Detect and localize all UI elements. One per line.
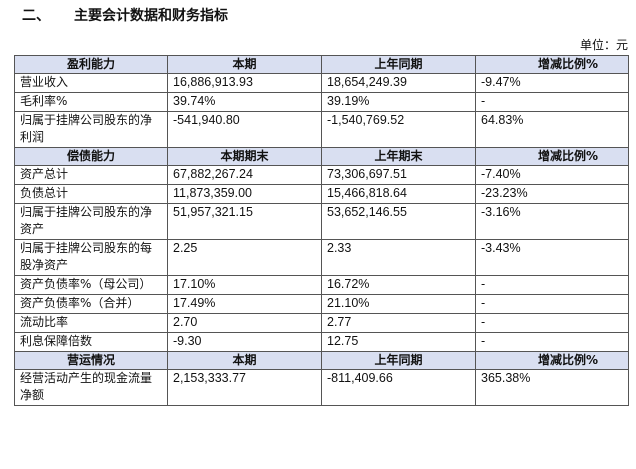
current-value: 17.10% xyxy=(167,275,322,295)
table-row: 负债总计 11,873,359.00 15,466,818.64 -23.23% xyxy=(14,184,629,204)
table-row: 毛利率% 39.74% 39.19% - xyxy=(14,92,629,112)
table-row: 营业收入 16,886,913.93 18,654,249.39 -9.47% xyxy=(14,73,629,93)
table-row: 资产负债率%（母公司） 17.10% 16.72% - xyxy=(14,275,629,295)
row-label: 营业收入 xyxy=(14,73,168,93)
financial-indicators-table: 盈利能力 本期 上年同期 增减比例% 营业收入 16,886,913.93 18… xyxy=(14,55,629,406)
current-value: -541,940.80 xyxy=(167,111,322,148)
previous-value: 2.33 xyxy=(321,239,476,276)
header-change: 增减比例% xyxy=(475,55,629,74)
table-row: 资产负债率%（合并） 17.49% 21.10% - xyxy=(14,294,629,314)
row-label: 负债总计 xyxy=(14,184,168,204)
header-previous: 上年同期 xyxy=(321,351,476,370)
change-value: -9.47% xyxy=(475,73,629,93)
previous-value: 73,306,697.51 xyxy=(321,165,476,185)
change-value: -7.40% xyxy=(475,165,629,185)
previous-value: 21.10% xyxy=(321,294,476,314)
header-category: 偿债能力 xyxy=(14,147,168,166)
change-value: -3.43% xyxy=(475,239,629,276)
header-current: 本期 xyxy=(167,55,322,74)
row-label: 归属于挂牌公司股东的每股净资产 xyxy=(14,239,168,276)
current-value: -9.30 xyxy=(167,332,322,352)
header-row-operations: 营运情况 本期 上年同期 增减比例% xyxy=(14,351,629,370)
current-value: 17.49% xyxy=(167,294,322,314)
change-value: - xyxy=(475,275,629,295)
previous-value: 18,654,249.39 xyxy=(321,73,476,93)
previous-value: -811,409.66 xyxy=(321,369,476,406)
row-label: 资产总计 xyxy=(14,165,168,185)
change-value: - xyxy=(475,313,629,333)
table-row: 经营活动产生的现金流量净额 2,153,333.77 -811,409.66 3… xyxy=(14,369,629,406)
current-value: 2.25 xyxy=(167,239,322,276)
change-value: -3.16% xyxy=(475,203,629,240)
change-value: - xyxy=(475,294,629,314)
previous-value: -1,540,769.52 xyxy=(321,111,476,148)
current-value: 67,882,267.24 xyxy=(167,165,322,185)
unit-label: 单位：元 xyxy=(579,38,628,52)
table-row: 归属于挂牌公司股东的净利润 -541,940.80 -1,540,769.52 … xyxy=(14,111,629,148)
header-category: 盈利能力 xyxy=(14,55,168,74)
row-label: 资产负债率%（母公司） xyxy=(14,275,168,295)
row-label: 流动比率 xyxy=(14,313,168,333)
current-value: 51,957,321.15 xyxy=(167,203,322,240)
row-label: 资产负债率%（合并） xyxy=(14,294,168,314)
previous-value: 15,466,818.64 xyxy=(321,184,476,204)
header-category: 营运情况 xyxy=(14,351,168,370)
previous-value: 39.19% xyxy=(321,92,476,112)
header-previous: 上年期末 xyxy=(321,147,476,166)
section-number: 二、 xyxy=(22,8,50,24)
change-value: 64.83% xyxy=(475,111,629,148)
table-row: 流动比率 2.70 2.77 - xyxy=(14,313,629,333)
table-row: 归属于挂牌公司股东的净资产 51,957,321.15 53,652,146.5… xyxy=(14,203,629,240)
previous-value: 2.77 xyxy=(321,313,476,333)
row-label: 归属于挂牌公司股东的净利润 xyxy=(14,111,168,148)
previous-value: 12.75 xyxy=(321,332,476,352)
table-row: 利息保障倍数 -9.30 12.75 - xyxy=(14,332,629,352)
row-label: 利息保障倍数 xyxy=(14,332,168,352)
section-heading: 二、 主要会计数据和财务指标 xyxy=(22,6,228,26)
change-value: -23.23% xyxy=(475,184,629,204)
header-row-solvency: 偿债能力 本期期末 上年期末 增减比例% xyxy=(14,147,629,166)
header-change: 增减比例% xyxy=(475,351,629,370)
row-label: 经营活动产生的现金流量净额 xyxy=(14,369,168,406)
current-value: 39.74% xyxy=(167,92,322,112)
header-previous: 上年同期 xyxy=(321,55,476,74)
header-row-profitability: 盈利能力 本期 上年同期 增减比例% xyxy=(14,55,629,74)
current-value: 11,873,359.00 xyxy=(167,184,322,204)
table-row: 归属于挂牌公司股东的每股净资产 2.25 2.33 -3.43% xyxy=(14,239,629,276)
current-value: 16,886,913.93 xyxy=(167,73,322,93)
header-change: 增减比例% xyxy=(475,147,629,166)
previous-value: 53,652,146.55 xyxy=(321,203,476,240)
current-value: 2,153,333.77 xyxy=(167,369,322,406)
table-row: 资产总计 67,882,267.24 73,306,697.51 -7.40% xyxy=(14,165,629,185)
row-label: 归属于挂牌公司股东的净资产 xyxy=(14,203,168,240)
section-title: 主要会计数据和财务指标 xyxy=(74,8,228,24)
current-value: 2.70 xyxy=(167,313,322,333)
header-current: 本期期末 xyxy=(167,147,322,166)
previous-value: 16.72% xyxy=(321,275,476,295)
change-value: - xyxy=(475,332,629,352)
change-value: 365.38% xyxy=(475,369,629,406)
row-label: 毛利率% xyxy=(14,92,168,112)
header-current: 本期 xyxy=(167,351,322,370)
change-value: - xyxy=(475,92,629,112)
